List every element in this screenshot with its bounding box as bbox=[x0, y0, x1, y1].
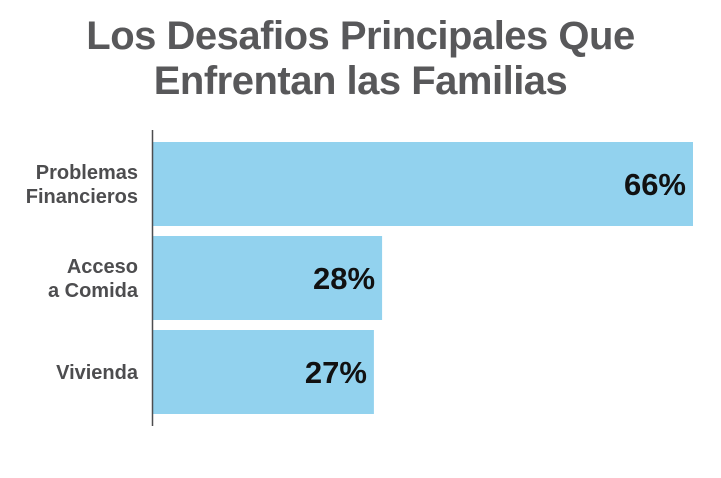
value-label-2: 28% bbox=[313, 261, 375, 296]
category-label-line: Acceso bbox=[67, 256, 138, 278]
category-label-line: Vivienda bbox=[56, 362, 139, 384]
category-label-line: Financieros bbox=[26, 186, 138, 208]
category-label-3: Vivienda bbox=[56, 362, 139, 384]
chart-title-line-2: Enfrentan las Familias bbox=[153, 59, 568, 103]
category-label-line: Problemas bbox=[36, 162, 138, 184]
value-label-3: 27% bbox=[305, 355, 367, 390]
chart-title: Los Desafios Principales Que Enfrentan l… bbox=[0, 14, 721, 104]
bar-2 bbox=[153, 236, 383, 320]
category-label-line: a Comida bbox=[48, 280, 139, 302]
chart-title-line-1: Los Desafios Principales Que bbox=[86, 14, 635, 58]
bar-1 bbox=[153, 142, 693, 226]
value-label-1: 66% bbox=[624, 167, 686, 202]
bar-3 bbox=[153, 330, 374, 414]
